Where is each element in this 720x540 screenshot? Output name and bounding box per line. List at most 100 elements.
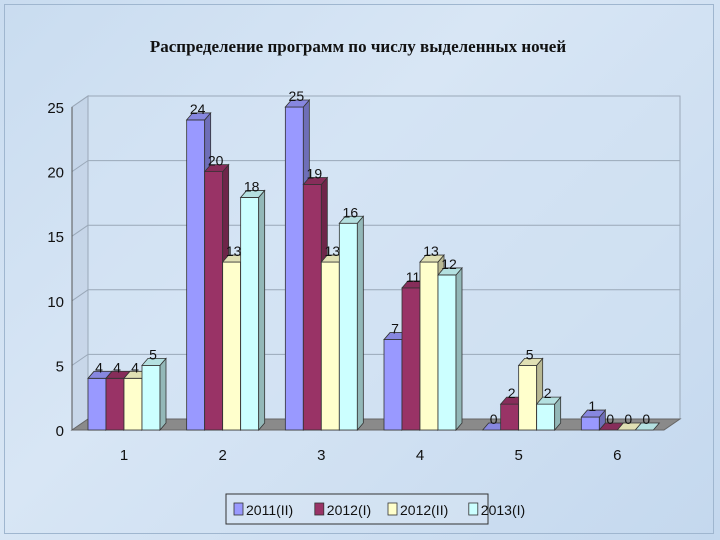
bar-top xyxy=(284,99,311,108)
x-tick-label: 3 xyxy=(317,447,325,464)
bar-top xyxy=(535,396,562,405)
bar xyxy=(141,357,167,432)
bar-front xyxy=(141,364,161,431)
legend-item: 2011(II) xyxy=(233,502,293,518)
data-label: 0 xyxy=(624,411,632,427)
data-label: 5 xyxy=(149,346,157,362)
bar-front xyxy=(536,403,556,431)
data-label: 4 xyxy=(113,359,121,375)
legend-label: 2011(II) xyxy=(246,502,293,518)
bar-front xyxy=(186,119,206,431)
data-label: 0 xyxy=(490,411,498,427)
legend-swatch xyxy=(468,502,479,516)
y-tick-label: 5 xyxy=(56,358,64,375)
x-tick-label: 2 xyxy=(218,447,226,464)
bar xyxy=(338,215,365,432)
legend-label: 2013(I) xyxy=(481,502,525,518)
data-label: 5 xyxy=(526,346,534,362)
data-label: 25 xyxy=(289,88,305,104)
bar-front xyxy=(383,339,403,431)
data-label: 0 xyxy=(642,411,650,427)
y-tick-label: 25 xyxy=(47,100,64,117)
x-tick-label: 5 xyxy=(514,447,522,464)
bar-front xyxy=(302,184,322,431)
data-label: 13 xyxy=(423,243,439,259)
legend-item: 2013(I) xyxy=(468,502,525,518)
data-label: 2 xyxy=(544,385,552,401)
bar xyxy=(535,396,562,432)
bar-front xyxy=(284,106,304,431)
bar-top xyxy=(302,177,329,185)
bar xyxy=(634,422,661,431)
legend: 2011(II) 2012(I) 2012(II) 2013(I) xyxy=(225,493,525,525)
bar-side xyxy=(455,266,463,432)
bar-front xyxy=(87,377,107,431)
bar-top xyxy=(437,267,463,276)
bar-front xyxy=(320,261,340,431)
bar-front xyxy=(580,416,600,431)
bar-front xyxy=(401,287,421,431)
bar-top xyxy=(517,357,544,366)
chart-title: Распределение программ по числу выделенн… xyxy=(150,37,566,56)
bar-front xyxy=(518,364,538,431)
y-tick-label: 10 xyxy=(47,294,64,311)
legend-swatch xyxy=(314,502,325,516)
bar-front xyxy=(437,274,457,431)
bar-front xyxy=(222,261,242,431)
x-tick-label: 4 xyxy=(416,447,424,464)
gridline-side xyxy=(71,289,89,302)
data-label: 18 xyxy=(244,178,260,194)
gridline-side xyxy=(71,224,89,237)
data-label: 13 xyxy=(325,243,341,259)
data-label: 24 xyxy=(190,101,206,117)
data-label: 12 xyxy=(441,256,457,272)
x-tick-label: 1 xyxy=(120,447,128,464)
legend-label: 2012(I) xyxy=(327,502,371,518)
bar-front xyxy=(500,403,520,431)
bar-front xyxy=(105,377,125,431)
x-tick-label: 6 xyxy=(613,447,621,464)
bar-top xyxy=(419,254,445,263)
data-label: 13 xyxy=(226,243,242,259)
bar-top xyxy=(185,112,212,121)
legend-item: 2012(II) xyxy=(387,502,448,518)
bar-front xyxy=(123,377,143,431)
chart-frame xyxy=(4,4,714,534)
data-label: 4 xyxy=(131,359,139,375)
bar-top xyxy=(338,215,365,224)
gridline-side xyxy=(71,160,89,173)
data-label: 16 xyxy=(343,204,359,220)
bar-side xyxy=(159,357,167,432)
data-label: 7 xyxy=(391,321,399,337)
y-tick-label: 20 xyxy=(47,165,64,182)
bar-side xyxy=(356,215,364,432)
legend-label: 2012(II) xyxy=(400,502,448,518)
data-label: 20 xyxy=(208,153,224,169)
y-tick-label: 0 xyxy=(56,423,64,440)
bar xyxy=(239,189,266,432)
bar-top xyxy=(634,422,661,431)
legend-swatch xyxy=(387,502,398,516)
bar-front xyxy=(338,222,358,431)
gridline-side xyxy=(71,353,89,366)
bar xyxy=(437,266,463,432)
data-label: 19 xyxy=(307,166,323,182)
legend-item: 2012(I) xyxy=(314,502,371,518)
side-wall xyxy=(71,95,89,431)
data-label: 0 xyxy=(606,411,614,427)
data-label: 1 xyxy=(588,398,596,414)
legend-swatch xyxy=(233,502,244,516)
legend-box xyxy=(225,493,489,525)
bar-top xyxy=(141,357,167,366)
bar-top xyxy=(203,164,230,173)
data-label: 2 xyxy=(508,385,516,401)
gridline-side xyxy=(71,95,89,108)
bar-top xyxy=(580,409,607,418)
bar-top xyxy=(239,190,266,198)
bar-front xyxy=(419,261,439,431)
bar-front xyxy=(204,171,224,431)
bar-front xyxy=(240,197,260,431)
bar-side xyxy=(258,189,266,432)
